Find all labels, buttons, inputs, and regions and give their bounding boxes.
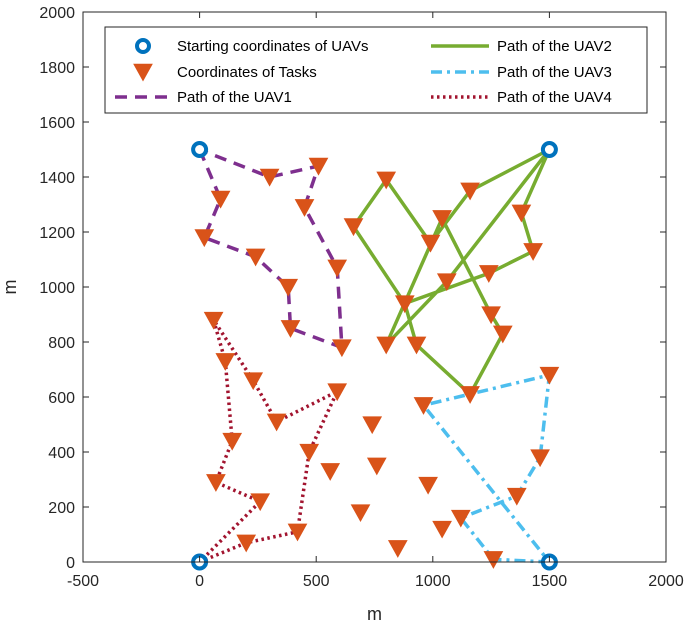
legend-label-uav1: Path of the UAV1 <box>177 89 292 106</box>
task-marker <box>308 157 329 176</box>
task-marker <box>418 476 438 495</box>
task-marker <box>320 463 341 481</box>
task-marker <box>387 540 408 558</box>
task-marker <box>259 168 280 187</box>
plot-area <box>191 141 560 571</box>
task-marker <box>432 210 452 228</box>
task-marker <box>243 372 264 391</box>
task-marker <box>539 366 560 385</box>
task-marker <box>511 204 532 223</box>
task-marker <box>210 190 231 209</box>
task-marker <box>245 248 266 267</box>
x-tick-label: 1000 <box>415 573 451 590</box>
task-marker <box>492 325 513 344</box>
y-tick-label: 600 <box>48 390 75 407</box>
x-tick-label: 500 <box>303 573 330 590</box>
y-tick-label: 2000 <box>39 5 75 22</box>
task-marker <box>478 265 499 283</box>
task-marker <box>366 457 387 476</box>
task-marker <box>481 306 501 325</box>
legend-label-uav3: Path of the UAV3 <box>497 64 612 81</box>
y-tick-label: 200 <box>48 500 75 517</box>
task-marker <box>287 523 308 542</box>
task-marker <box>413 397 434 415</box>
task-marker <box>280 320 301 338</box>
task-marker <box>266 413 287 432</box>
task-marker <box>250 493 271 512</box>
task-marker <box>432 520 452 539</box>
task-marker <box>523 243 543 261</box>
task-marker <box>530 449 550 468</box>
task-marker <box>194 229 215 248</box>
y-tick-label: 1600 <box>39 115 75 132</box>
task-marker <box>506 487 527 506</box>
task-marker <box>299 443 320 462</box>
task-marker <box>343 218 364 237</box>
task-marker <box>294 199 315 217</box>
task-marker <box>460 182 480 201</box>
legend-label-uav4: Path of the UAV4 <box>497 89 612 106</box>
legend-label-start: Starting coordinates of UAVs <box>177 38 368 55</box>
y-axis-label: m <box>0 280 20 295</box>
task-marker <box>450 509 471 528</box>
task-marker <box>376 171 397 190</box>
y-tick-label: 400 <box>48 445 75 462</box>
task-marker <box>222 432 243 451</box>
task-marker <box>394 295 415 314</box>
task-marker <box>203 311 224 330</box>
task-marker <box>236 534 257 553</box>
y-tick-label: 0 <box>66 555 75 572</box>
task-marker <box>206 474 226 492</box>
path-uav2 <box>351 147 552 397</box>
task-marker <box>362 416 383 435</box>
task-marker <box>406 336 427 355</box>
y-tick-label: 800 <box>48 335 75 352</box>
task-marker <box>483 551 504 569</box>
task-marker <box>376 336 397 355</box>
y-tick-label: 1000 <box>39 280 75 297</box>
legend-label-task: Coordinates of Tasks <box>177 64 317 81</box>
task-marker <box>332 339 352 358</box>
legend-start-marker <box>135 38 151 54</box>
legend: Starting coordinates of UAVs Coordinates … <box>104 26 648 114</box>
task-marker <box>436 273 457 292</box>
task-marker <box>460 386 480 404</box>
y-tick-label: 1200 <box>39 225 75 242</box>
axes: -500 0 500 1000 1500 200002004006008001000120… <box>39 5 683 590</box>
legend-box <box>104 26 648 114</box>
task-marker <box>327 383 348 402</box>
start-marker <box>191 141 209 158</box>
task-marker <box>278 278 299 297</box>
task-marker <box>420 234 441 253</box>
task-marker <box>327 259 348 278</box>
task-marker <box>350 504 371 523</box>
y-tick-label: 1800 <box>39 60 75 77</box>
x-tick-label: 2000 <box>648 573 684 590</box>
x-axis-label: m <box>367 604 382 624</box>
legend-label-uav2: Path of the UAV2 <box>497 38 612 55</box>
x-tick-label: 0 <box>195 573 204 590</box>
legend-task-marker <box>133 63 153 82</box>
x-tick-label: -500 <box>67 573 99 590</box>
x-tick-label: 1500 <box>532 573 568 590</box>
task-marker <box>215 353 236 371</box>
start-marker <box>540 141 558 158</box>
y-tick-label: 1400 <box>39 170 75 187</box>
